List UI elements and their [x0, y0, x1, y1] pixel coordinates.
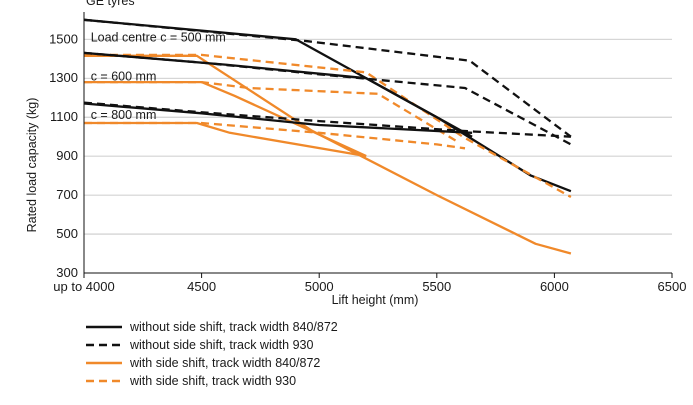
legend-label: with side shift, track width 840/872 [130, 356, 321, 370]
legend-item: with side shift, track width 840/872 [86, 354, 338, 372]
y-axis-label: Rated load capacity (kg) [25, 98, 39, 233]
x-tick-label: 6500 [658, 279, 687, 294]
legend-label: with side shift, track width 930 [130, 374, 297, 388]
series-line [83, 101, 571, 138]
y-tick-label: 300 [56, 265, 78, 280]
series-line [84, 80, 457, 142]
legend-swatch [86, 379, 122, 383]
y-tick-label: 900 [56, 148, 78, 163]
series-line [84, 121, 367, 158]
curve-annotation: c = 800 mm [91, 108, 157, 122]
y-tick-label: 1300 [49, 70, 78, 85]
y-tick-label: 500 [56, 226, 78, 241]
legend-label: without side shift, track width 840/872 [130, 320, 338, 334]
legend: without side shift, track width 840/872 … [86, 318, 338, 390]
legend-swatch [86, 343, 122, 347]
series-line [83, 51, 572, 146]
legend-swatch [86, 325, 122, 329]
series-line [84, 53, 572, 199]
legend-item: with side shift, track width 930 [86, 372, 338, 390]
series-line [84, 121, 466, 150]
legend-item: without side shift, track width 840/872 [86, 318, 338, 336]
y-tick-label: 1100 [50, 109, 78, 124]
labels-group: GE tyres Lift height (mm) Rated load cap… [25, 0, 418, 307]
chart-title: GE tyres [86, 0, 135, 8]
curve-annotation: Load centre c = 500 mm [91, 30, 226, 44]
axes-group: 300 500 700 900 1100 1300 1500 up to 4000 4500 50… [49, 12, 686, 294]
x-tick-label: 5500 [422, 279, 451, 294]
series-group [83, 18, 572, 255]
grid-lines [84, 38, 672, 235]
x-tick-label: 5000 [305, 279, 334, 294]
chart-area: 300 500 700 900 1100 1300 1500 up to 4000 4500 50… [25, 0, 686, 307]
legend-swatch [86, 361, 122, 365]
x-tick-label: 4500 [187, 279, 216, 294]
y-tick-label: 700 [56, 187, 78, 202]
x-axis-label: Lift height (mm) [332, 293, 419, 307]
series-line [83, 18, 572, 138]
legend-item: without side shift, track width 930 [86, 336, 338, 354]
annotations-group: Load centre c = 500 mm c = 600 mm c = 800 … [91, 30, 226, 122]
x-tick-label: up to 4000 [53, 279, 114, 294]
x-tick-label: 6000 [540, 279, 569, 294]
legend-label: without side shift, track width 930 [130, 338, 314, 352]
y-tick-label: 1500 [49, 31, 78, 46]
curve-annotation: c = 600 mm [91, 69, 157, 83]
